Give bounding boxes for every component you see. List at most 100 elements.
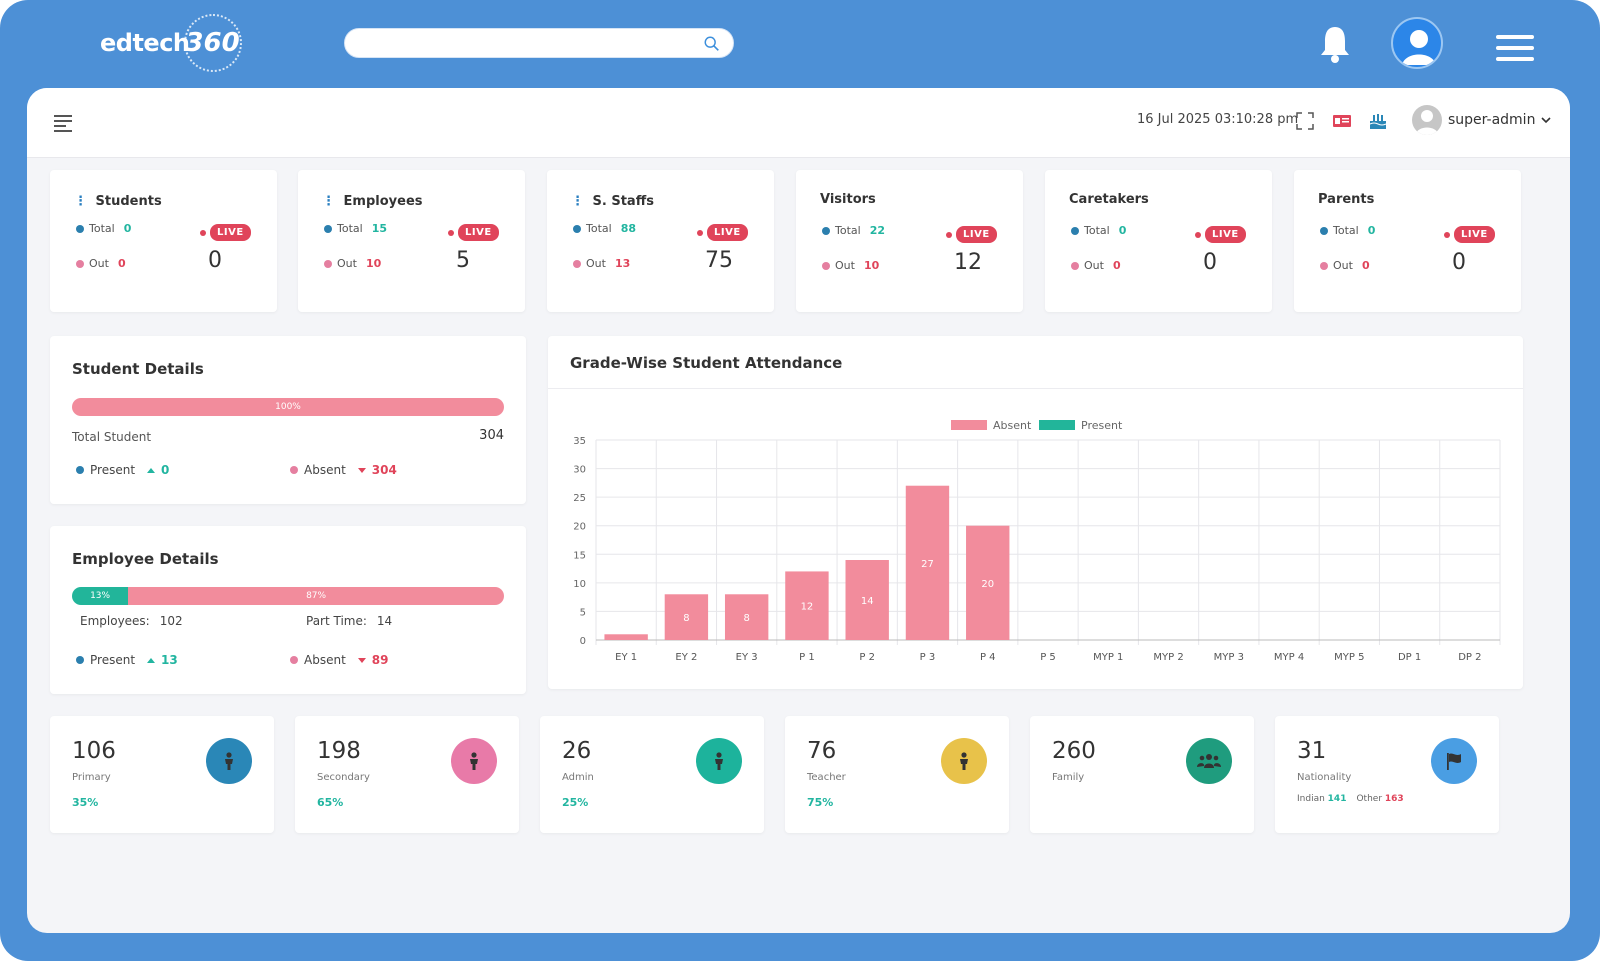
parttime-value: 14 [376,614,393,628]
stat-card-caretakers[interactable]: Caretakers Total 0 Out 0 LIVE 0 [1045,170,1272,312]
search-input[interactable] [359,29,699,57]
notification-bell-icon[interactable] [1318,24,1352,64]
live-badge: LIVE [697,224,748,241]
search-bar[interactable] [344,28,734,58]
stat-out-row: Out 10 [324,257,381,270]
y-tick-label: 5 [580,607,586,618]
legend-swatch-present [1039,420,1075,430]
bar-absent-p-4 [966,525,1010,640]
present-dot-icon [76,466,84,474]
stat-card-employees[interactable]: ⋮ Employees Total 15 Out 10 LIVE 5 [298,170,525,312]
x-tick-label: P 2 [859,652,875,663]
stat-title: Visitors [820,192,876,207]
total-label: Total [89,222,115,235]
parttime-label: Part Time: [306,614,367,628]
student-present-row: Present 0 [76,463,169,477]
absent-value: 304 [371,463,397,477]
employee-present-row: Present 13 [76,653,178,667]
stat-out-row: Out 0 [1320,259,1370,272]
sidebar-toggle-icon[interactable] [54,115,72,135]
bar-data-label: 20 [981,579,994,590]
x-tick-label: DP 2 [1458,652,1481,663]
total-value: 0 [1118,224,1127,237]
parttime-count-row: Part Time: 14 [306,614,392,628]
stat-card-s-staffs[interactable]: ⋮ S. Staffs Total 88 Out 13 LIVE 75 [547,170,774,312]
stat-total-row: Total 0 [76,222,131,235]
out-value: 10 [863,259,880,272]
total-value: 0 [1367,224,1376,237]
id-card-icon[interactable] [1331,110,1353,132]
stat-card-students[interactable]: ⋮ Students Total 0 Out 0 LIVE 0 [50,170,277,312]
summary-card-admin[interactable]: 26 Admin 25% [540,716,764,833]
student-details-card: Student Details 100% Total Student 304 P… [50,336,526,504]
total-dot-icon [573,224,581,233]
summary-card-family[interactable]: 260 Family [1030,716,1254,833]
total-student-label: Total Student [72,430,152,444]
stat-card-parents[interactable]: Parents Total 0 Out 0 LIVE 0 [1294,170,1521,312]
student-absent-row: Absent 304 [290,463,397,477]
live-label: LIVE [956,226,997,243]
total-dot-icon [324,224,332,233]
out-label: Out [1333,259,1353,272]
bar-absent-p-1 [785,571,829,640]
stat-card-visitors[interactable]: Visitors Total 22 Out 10 LIVE 12 [796,170,1023,312]
summary-card-nationality[interactable]: 31 Nationality Indian 141 Other 163 [1275,716,1499,833]
more-options-icon[interactable]: ⋮ [571,194,584,209]
summary-card-primary[interactable]: 106 Primary 35% [50,716,274,833]
live-label: LIVE [458,224,499,241]
x-tick-label: P 3 [920,652,936,663]
person-icon [941,738,987,784]
more-options-icon[interactable]: ⋮ [322,194,335,209]
summary-label: Admin [562,772,594,783]
chart-divider [548,388,1523,389]
total-label: Total [835,224,861,237]
stat-total-row: Total 0 [1320,224,1375,237]
employee-absent-row: Absent 89 [290,653,388,667]
attendance-bar-chart: Absent Present 0 5 10 15 20 25 30 35 8 8 12 14 27 20 EY … [573,419,1501,663]
main-menu-icon[interactable] [1496,35,1534,61]
present-label: Present [90,463,136,477]
logo-text: edtech [100,29,190,57]
employee-bar-pink: 87% [128,587,504,605]
summary-card-teacher[interactable]: 76 Teacher 75% [785,716,1009,833]
user-menu[interactable]: super-admin [1412,105,1552,135]
more-options-icon[interactable]: ⋮ [74,194,87,209]
live-count: 12 [954,250,982,275]
flag-icon [1431,738,1477,784]
birthday-cake-icon[interactable] [1367,110,1389,132]
profile-avatar-icon[interactable] [1391,17,1443,69]
summary-value: 26 [562,738,592,764]
out-value: 0 [117,257,126,270]
stat-title-text: S. Staffs [592,194,654,209]
summary-percent: 75% [807,796,834,809]
total-value: 22 [869,224,886,237]
search-icon[interactable] [703,35,721,53]
group-icon [1186,738,1232,784]
employee-attendance-bar: 13% 87% [72,587,504,605]
live-count: 75 [705,248,733,273]
live-label: LIVE [1454,226,1495,243]
summary-label: Nationality [1297,772,1352,783]
total-dot-icon [76,224,84,233]
stat-out-row: Out 10 [822,259,879,272]
other-count: 163 [1384,794,1404,804]
student-details-title: Student Details [72,360,204,378]
logo[interactable]: edtech 360 [100,14,242,72]
person-icon [696,738,742,784]
fullscreen-icon[interactable] [1294,110,1316,132]
y-tick-label: 30 [573,465,586,476]
out-value: 10 [365,257,382,270]
summary-card-secondary[interactable]: 198 Secondary 65% [295,716,519,833]
stat-title: Caretakers [1069,192,1149,207]
stat-title: ⋮ S. Staffs [571,194,654,209]
summary-label: Family [1052,772,1085,783]
logo-ring-icon: 360 [183,14,242,72]
stat-title: ⋮ Students [74,194,162,209]
employees-count-row: Employees: 102 [80,614,183,628]
stat-title: Parents [1318,192,1374,207]
legend-swatch-absent [951,420,987,430]
live-label: LIVE [210,224,251,241]
total-student-value: 304 [479,428,504,443]
out-dot-icon [573,259,581,268]
total-value: 88 [620,222,637,235]
